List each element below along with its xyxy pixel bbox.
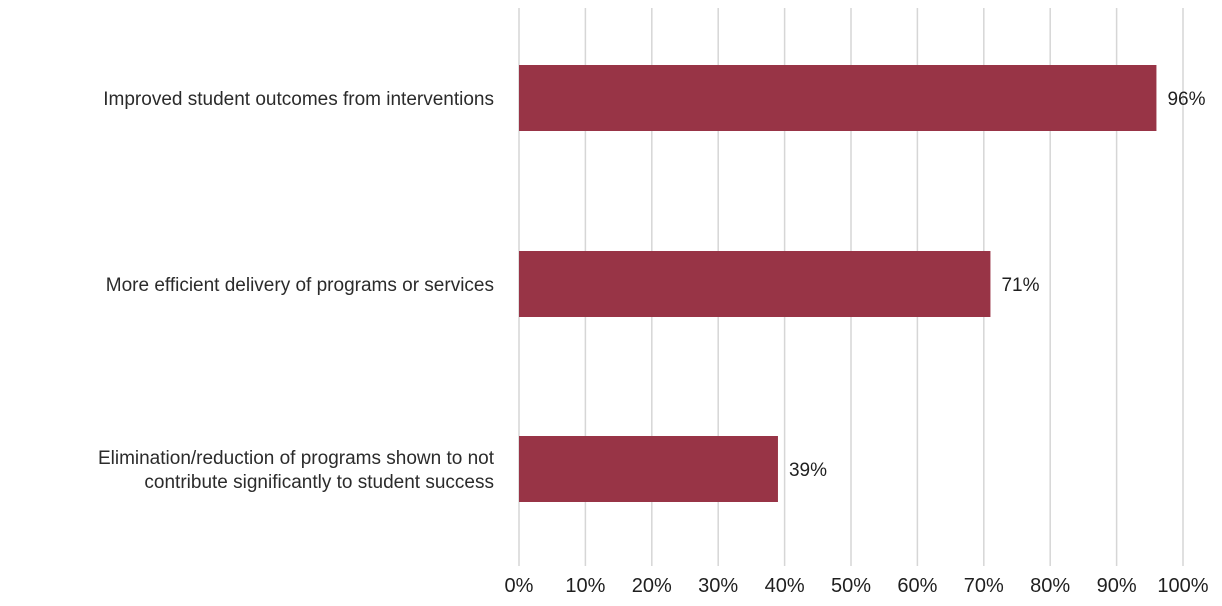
x-tick-label: 0% — [505, 575, 534, 597]
bar — [519, 251, 991, 317]
category-label: Improved student outcomes from intervent… — [103, 89, 494, 110]
x-tick-label: 10% — [565, 575, 605, 597]
x-tick-label: 90% — [1097, 575, 1137, 597]
value-labels: 96% 71% 39% — [789, 89, 1206, 481]
x-tick-label: 100% — [1157, 575, 1208, 597]
category-label: Elimination/reduction of programs shown … — [98, 448, 495, 469]
bar-value-label: 39% — [789, 460, 827, 481]
x-tick-label: 50% — [831, 575, 871, 597]
bar — [519, 65, 1157, 131]
bar-value-label: 96% — [1167, 89, 1205, 110]
category-label: More efficient delivery of programs or s… — [106, 275, 494, 296]
x-tick-label: 70% — [964, 575, 1004, 597]
bar-value-label: 71% — [1001, 275, 1039, 296]
x-tick-label: 20% — [632, 575, 672, 597]
bar — [519, 436, 778, 502]
x-tick-label: 30% — [698, 575, 738, 597]
bars — [519, 65, 1157, 502]
x-tick-label: 60% — [897, 575, 937, 597]
x-tick-label: 80% — [1030, 575, 1070, 597]
category-label: contribute significantly to student succ… — [144, 472, 494, 493]
x-axis-tick-labels: 0% 10% 20% 30% 40% 50% 60% 70% 80% 90% 100% — [505, 575, 1209, 597]
x-tick-label: 40% — [765, 575, 805, 597]
category-labels: Improved student outcomes from intervent… — [98, 89, 495, 493]
